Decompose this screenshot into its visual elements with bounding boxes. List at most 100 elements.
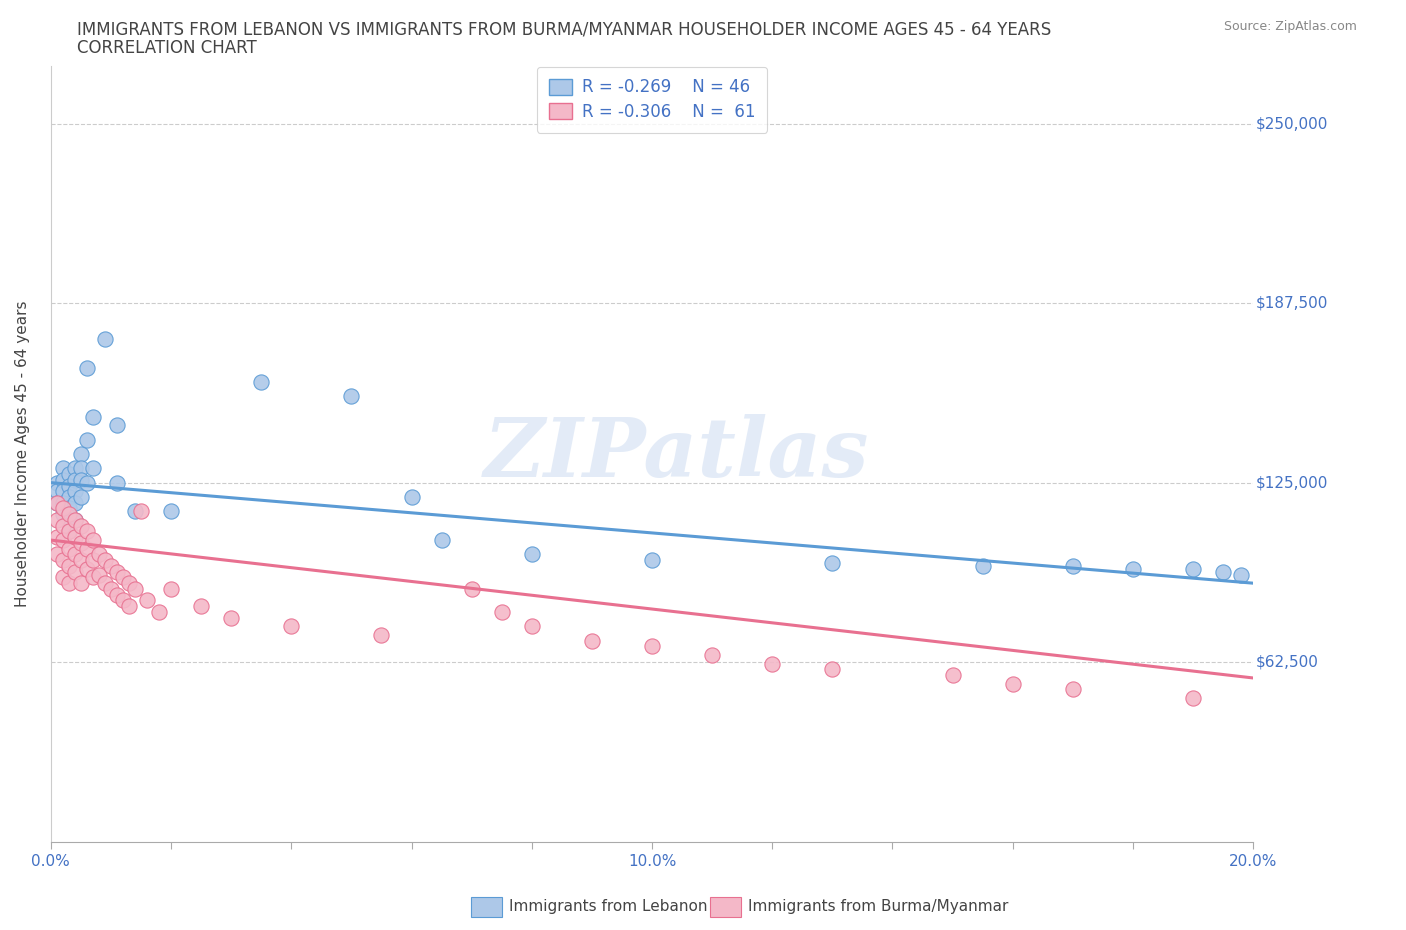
Text: Immigrants from Burma/Myanmar: Immigrants from Burma/Myanmar — [748, 899, 1008, 914]
Point — [340, 389, 363, 404]
Point — [118, 576, 141, 591]
Point — [52, 533, 75, 548]
Point — [641, 552, 664, 567]
Point — [76, 562, 98, 577]
Point — [45, 496, 67, 511]
Text: $250,000: $250,000 — [1256, 116, 1327, 131]
Point — [111, 593, 134, 608]
Point — [491, 604, 513, 619]
Point — [250, 375, 273, 390]
Point — [87, 567, 110, 582]
Point — [70, 518, 93, 533]
Point — [70, 552, 93, 567]
Point — [58, 541, 80, 556]
Point — [118, 599, 141, 614]
Point — [124, 504, 146, 519]
Point — [52, 472, 75, 487]
Point — [160, 581, 183, 596]
Point — [45, 496, 67, 511]
Point — [100, 559, 122, 574]
Point — [460, 581, 482, 596]
Y-axis label: Householder Income Ages 45 - 64 years: Householder Income Ages 45 - 64 years — [15, 300, 30, 607]
Point — [94, 576, 117, 591]
Point — [52, 518, 75, 533]
Point — [82, 533, 104, 548]
Point — [1062, 559, 1084, 574]
Text: IMMIGRANTS FROM LEBANON VS IMMIGRANTS FROM BURMA/MYANMAR HOUSEHOLDER INCOME AGES: IMMIGRANTS FROM LEBANON VS IMMIGRANTS FR… — [77, 20, 1052, 38]
Point — [82, 552, 104, 567]
Point — [700, 647, 723, 662]
Point — [111, 570, 134, 585]
Point — [401, 489, 423, 504]
Point — [70, 536, 93, 551]
Point — [63, 565, 86, 579]
Point — [105, 475, 128, 490]
Point — [148, 604, 170, 619]
Point — [45, 547, 67, 562]
Point — [58, 524, 80, 538]
Point — [190, 599, 212, 614]
Point — [136, 593, 159, 608]
Point — [94, 332, 117, 347]
Legend: R = -0.269    N = 46, R = -0.306    N =  61: R = -0.269 N = 46, R = -0.306 N = 61 — [537, 67, 768, 133]
Point — [942, 668, 965, 683]
Point — [821, 662, 844, 677]
Point — [82, 461, 104, 476]
Point — [70, 472, 93, 487]
Point — [58, 507, 80, 522]
Point — [63, 496, 86, 511]
Point — [430, 533, 453, 548]
Point — [129, 504, 152, 519]
Point — [58, 559, 80, 574]
Point — [63, 484, 86, 498]
Point — [58, 524, 80, 538]
Point — [124, 581, 146, 596]
Point — [63, 547, 86, 562]
Point — [76, 360, 98, 375]
Point — [52, 484, 75, 498]
Point — [52, 570, 75, 585]
Point — [58, 478, 80, 493]
Point — [1212, 565, 1234, 579]
Point — [370, 628, 392, 643]
Text: ZIPatlas: ZIPatlas — [484, 414, 869, 494]
Point — [45, 512, 67, 527]
Point — [45, 475, 67, 490]
Point — [52, 501, 75, 516]
Point — [100, 581, 122, 596]
Point — [70, 489, 93, 504]
Point — [1182, 691, 1205, 706]
Point — [70, 446, 93, 461]
Point — [1182, 562, 1205, 577]
Point — [52, 507, 75, 522]
Point — [76, 524, 98, 538]
Point — [52, 461, 75, 476]
Point — [45, 530, 67, 545]
Point — [581, 633, 603, 648]
Point — [63, 512, 86, 527]
Point — [52, 552, 75, 567]
Point — [972, 559, 994, 574]
Point — [641, 639, 664, 654]
Point — [82, 570, 104, 585]
Point — [1001, 676, 1024, 691]
Text: Immigrants from Lebanon: Immigrants from Lebanon — [509, 899, 707, 914]
Point — [58, 467, 80, 482]
Point — [520, 618, 543, 633]
Point — [63, 461, 86, 476]
Point — [87, 547, 110, 562]
Point — [105, 565, 128, 579]
Point — [70, 461, 93, 476]
Point — [160, 504, 183, 519]
Point — [1230, 567, 1253, 582]
Text: Source: ZipAtlas.com: Source: ZipAtlas.com — [1223, 20, 1357, 33]
Point — [1122, 562, 1144, 577]
Text: $62,500: $62,500 — [1256, 655, 1319, 670]
Point — [1062, 682, 1084, 697]
Point — [105, 418, 128, 432]
Point — [105, 587, 128, 602]
Text: $125,000: $125,000 — [1256, 475, 1327, 490]
Point — [58, 512, 80, 527]
Point — [70, 576, 93, 591]
Point — [45, 484, 67, 498]
